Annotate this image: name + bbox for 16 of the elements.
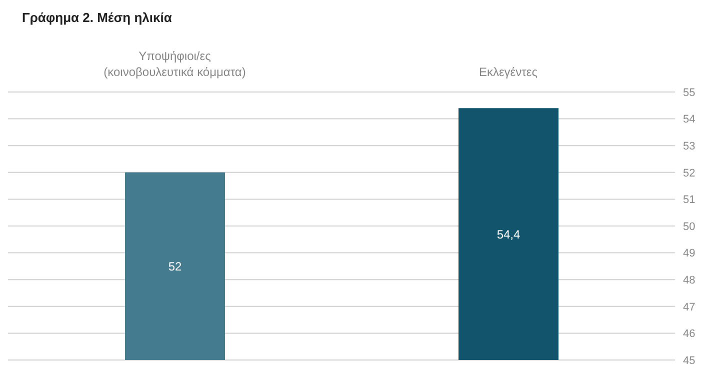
y-tick-label: 49 [683, 248, 696, 260]
y-tick-label: 47 [683, 301, 696, 314]
y-tick-label: 52 [683, 167, 696, 180]
y-tick-label: 55 [683, 86, 696, 99]
chart-title: Γράφημα 2. Μέση ηλικία [21, 9, 173, 27]
data-label: 52 [168, 259, 182, 274]
y-tick-label: 53 [683, 140, 696, 153]
y-tick-label: 45 [683, 354, 696, 367]
y-tick-label: 48 [683, 274, 696, 287]
y-tick-label: 51 [683, 194, 696, 206]
y-tick-label: 46 [683, 328, 696, 340]
data-label: 54,4 [496, 227, 520, 242]
y-tick-label: 54 [683, 114, 696, 126]
x-tick-label: Υποψήφιοι/ες (κοινοβουλευτικά κόμματα) [104, 49, 246, 79]
y-tick-label: 50 [683, 220, 696, 233]
x-tick-label: Εκλεγέντες [478, 65, 538, 79]
